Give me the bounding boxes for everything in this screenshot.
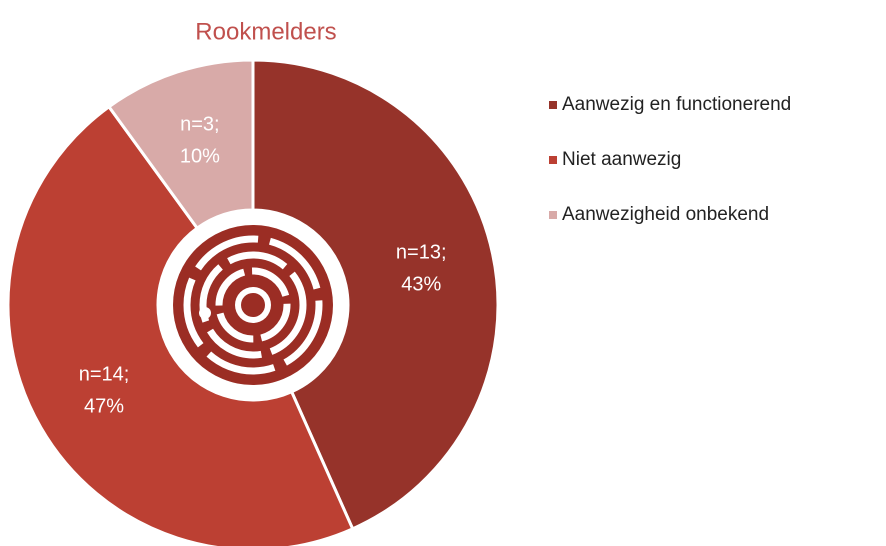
data-label: n=14; [79, 363, 130, 385]
donut [6, 58, 500, 546]
legend-label: Niet aanwezig [562, 149, 681, 170]
chart-title: Rookmelders [195, 18, 336, 45]
data-label: n=13; [396, 242, 447, 264]
slice [6, 104, 355, 546]
slice [106, 58, 255, 231]
legend-swatch [549, 101, 557, 109]
smoke-detector-icon [173, 225, 333, 385]
data-label: 43% [401, 274, 441, 296]
data-label: n=3; [180, 114, 219, 136]
legend-label: Aanwezig en functionerend [562, 94, 791, 115]
legend-swatch [549, 211, 557, 219]
legend-label: Aanwezigheid onbekend [562, 204, 769, 225]
data-label: 10% [180, 146, 220, 168]
legend-swatch [549, 156, 557, 164]
data-label: 47% [84, 395, 124, 417]
slice [251, 58, 500, 531]
